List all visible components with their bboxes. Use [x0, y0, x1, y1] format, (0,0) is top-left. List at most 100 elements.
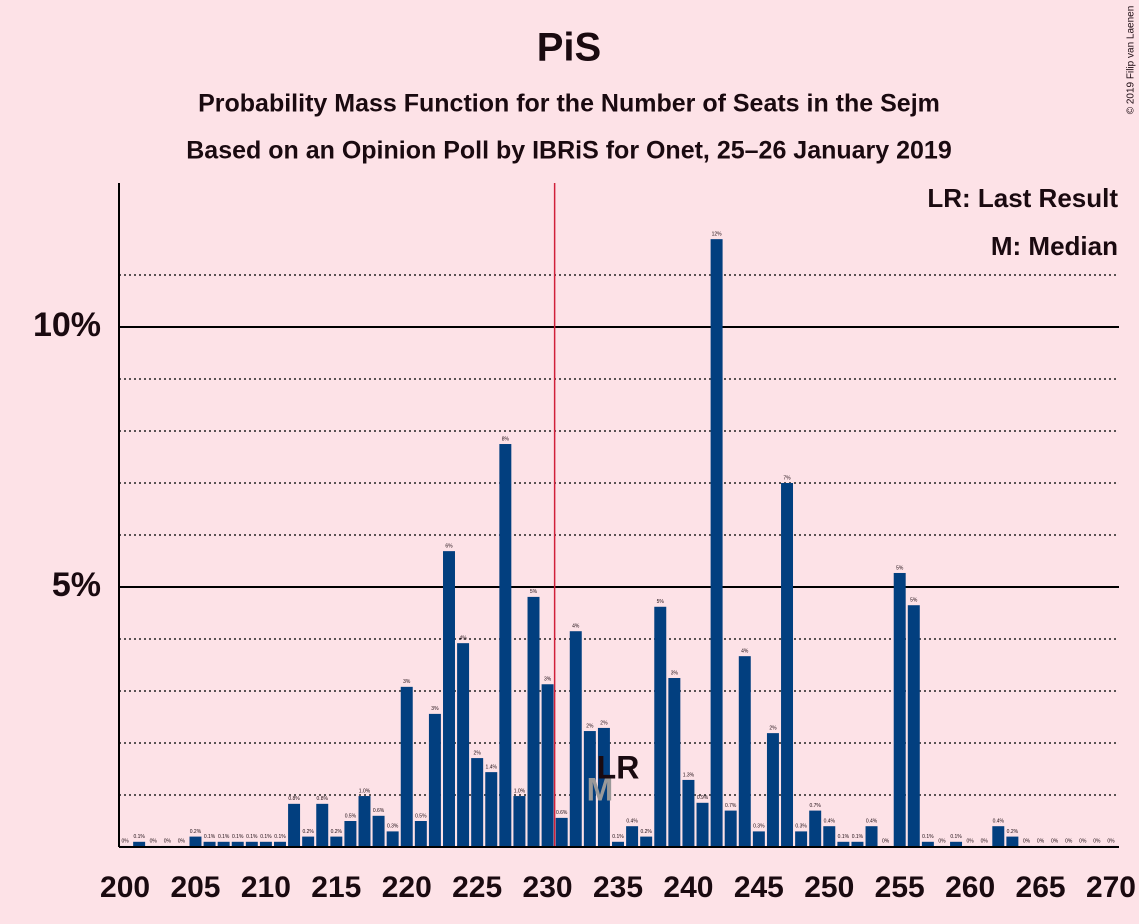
- value-label: 4%: [572, 624, 580, 630]
- value-label: 0.1%: [204, 834, 216, 840]
- bar: [738, 656, 751, 847]
- x-tick-label: 235: [593, 871, 643, 904]
- bar: [640, 836, 653, 847]
- bar: [400, 686, 413, 847]
- bar: [921, 841, 934, 847]
- bar: [795, 831, 808, 847]
- x-tick-label: 270: [1086, 871, 1136, 904]
- value-label: 0%: [1079, 838, 1087, 844]
- value-label: 5%: [910, 598, 918, 604]
- bar: [330, 836, 343, 847]
- value-label: 0.2%: [190, 829, 202, 835]
- bar: [893, 572, 906, 847]
- value-label: 0%: [1051, 838, 1059, 844]
- value-label: 6%: [445, 543, 453, 549]
- bar: [654, 606, 667, 847]
- x-tick-label: 200: [100, 871, 150, 904]
- value-label: 0.3%: [795, 824, 807, 830]
- value-label: 0.1%: [133, 834, 145, 840]
- bar: [950, 841, 963, 847]
- value-label: 0.1%: [922, 834, 934, 840]
- bar: [612, 841, 624, 847]
- bar: [809, 810, 822, 847]
- value-label: 0.7%: [725, 803, 737, 809]
- bar: [583, 731, 596, 847]
- value-label: 0%: [164, 838, 172, 844]
- value-label: 0.1%: [232, 834, 244, 840]
- value-label: 5%: [896, 565, 904, 571]
- value-label: 0.1%: [246, 834, 258, 840]
- bar: [992, 826, 1005, 847]
- value-label: 0.1%: [260, 834, 272, 840]
- bar: [541, 684, 554, 847]
- value-label: 4%: [459, 636, 467, 642]
- bar: [274, 841, 286, 847]
- bar: [766, 733, 779, 847]
- bar: [710, 239, 723, 847]
- value-label: 2%: [600, 720, 608, 726]
- value-label: 5%: [657, 599, 665, 605]
- bar: [259, 841, 272, 847]
- bar: [499, 444, 512, 847]
- value-label: 2%: [586, 723, 594, 729]
- value-label: 0.1%: [612, 834, 624, 840]
- value-label: 0.1%: [274, 834, 286, 840]
- chart-title: PiS: [537, 26, 601, 70]
- x-tick-label: 225: [452, 871, 502, 904]
- value-label: 2%: [769, 725, 777, 731]
- x-tick-label: 215: [311, 871, 361, 904]
- x-tick-label: 250: [804, 871, 854, 904]
- bar: [597, 727, 610, 847]
- value-label: 0.6%: [556, 810, 568, 816]
- x-tick-label: 260: [945, 871, 995, 904]
- annotation: M: [587, 771, 614, 807]
- value-label: 0%: [1037, 838, 1045, 844]
- value-label: 0%: [967, 838, 975, 844]
- bar: [443, 551, 455, 847]
- value-label: 0.3%: [387, 824, 399, 830]
- bar: [231, 841, 244, 847]
- bar: [217, 841, 230, 847]
- x-tick-label: 205: [170, 871, 220, 904]
- bar: [724, 810, 737, 847]
- value-label: 0.9%: [697, 795, 709, 801]
- value-label: 0.2%: [331, 829, 343, 835]
- bar: [555, 817, 568, 847]
- value-label: 3%: [671, 670, 679, 676]
- bar: [457, 643, 470, 847]
- value-label: 0.4%: [866, 819, 878, 825]
- value-label: 0.6%: [373, 808, 385, 814]
- value-label: 0%: [1093, 838, 1101, 844]
- value-label: 12%: [712, 231, 723, 237]
- value-label: 0.5%: [345, 813, 357, 819]
- x-tick-label: 220: [382, 871, 432, 904]
- x-tick-label: 265: [1016, 871, 1066, 904]
- y-tick-label: 10%: [33, 306, 101, 344]
- chart-subtitle: Probability Mass Function for the Number…: [198, 90, 940, 118]
- value-label: 0%: [1107, 838, 1115, 844]
- x-tick-label: 210: [241, 871, 291, 904]
- value-label: 0.5%: [415, 813, 427, 819]
- value-label: 0.4%: [824, 819, 836, 825]
- annotation: LR: [597, 749, 640, 785]
- copyright: © 2019 Filip van Laenen: [1126, 6, 1137, 115]
- value-label: 0%: [882, 838, 890, 844]
- legend-entry: M: Median: [991, 231, 1118, 261]
- bar: [414, 821, 427, 847]
- bar: [386, 831, 399, 847]
- value-label: 2%: [474, 750, 482, 756]
- value-label: 0.1%: [218, 834, 230, 840]
- bar: [781, 483, 794, 847]
- bar: [302, 836, 315, 847]
- value-label: 0%: [1023, 838, 1031, 844]
- value-label: 7%: [783, 475, 791, 481]
- value-label: 0%: [938, 838, 946, 844]
- bar: [513, 796, 526, 847]
- bar: [823, 826, 836, 847]
- value-label: 1.0%: [514, 788, 526, 794]
- value-label: 0.8%: [288, 796, 300, 802]
- value-label: 0%: [178, 838, 186, 844]
- value-label: 0%: [121, 838, 129, 844]
- bar: [668, 678, 681, 847]
